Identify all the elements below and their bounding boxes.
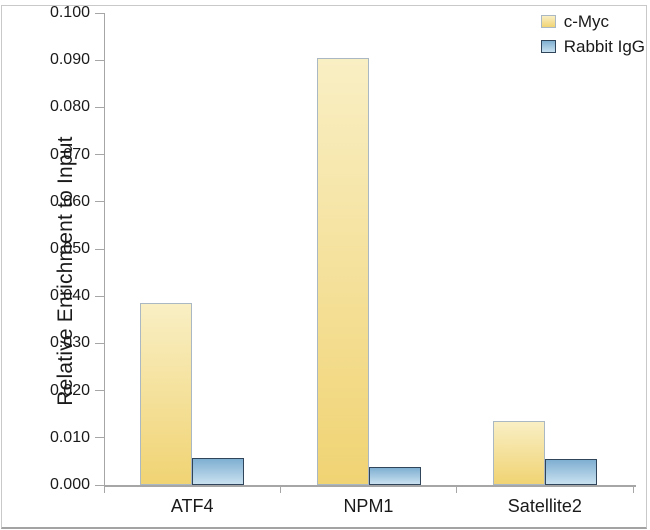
y-tick-mark <box>95 248 104 250</box>
y-tick-label: 0.100 <box>49 4 90 21</box>
legend-label-rabbit-igg: Rabbit IgG <box>563 37 645 56</box>
y-tick-mark <box>95 484 104 486</box>
legend-item-rabbit-igg: Rabbit IgG <box>540 37 645 56</box>
bar-rabbit-igg-atf4 <box>192 458 245 485</box>
bar-c-myc-npm1 <box>316 58 369 485</box>
y-tick-label: 0.090 <box>49 51 90 69</box>
bar-rabbit-igg-npm1 <box>368 467 421 485</box>
x-category-label-satellite2: Satellite2 <box>507 496 582 516</box>
y-tick-label: 0.010 <box>49 428 90 446</box>
y-tick-mark <box>95 12 104 14</box>
y-tick-label: 0.080 <box>49 98 90 116</box>
y-tick-mark <box>95 201 104 203</box>
y-tick-label: 0.040 <box>49 287 90 305</box>
bar-rabbit-igg-satellite2 <box>544 459 597 485</box>
legend-item-c-myc: c-Myc <box>540 12 610 31</box>
y-tick-mark <box>95 295 104 297</box>
y-axis-line <box>104 13 105 485</box>
y-tick-label: 0.020 <box>49 381 90 399</box>
y-tick-mark <box>95 154 104 156</box>
x-category-label-atf4: ATF4 <box>170 496 214 516</box>
y-tick-mark <box>95 390 104 392</box>
y-tick-label: 0.070 <box>49 145 90 163</box>
y-tick-mark <box>95 106 104 108</box>
x-tick-mark <box>279 485 281 493</box>
legend-swatch-rabbit-igg-icon <box>540 40 556 53</box>
legend-label-c-myc: c-Myc <box>563 12 610 31</box>
x-tick-mark <box>632 485 634 493</box>
bar-c-myc-atf4 <box>140 303 193 485</box>
y-tick-label: 0.000 <box>49 476 90 493</box>
y-tick-mark <box>95 437 104 439</box>
y-tick-mark <box>95 342 104 344</box>
y-tick-label: 0.060 <box>49 192 90 210</box>
bar-c-myc-satellite2 <box>492 421 545 485</box>
y-tick-label: 0.030 <box>49 334 90 352</box>
y-tick-label: 0.050 <box>49 240 90 257</box>
x-tick-mark <box>103 485 105 493</box>
x-tick-mark <box>456 485 458 493</box>
y-axis-title: Relative Enrichment to Input <box>54 136 77 406</box>
x-axis-line <box>104 485 636 487</box>
legend-swatch-c-myc-icon <box>540 15 556 28</box>
y-tick-mark <box>95 59 104 61</box>
x-category-label-npm1: NPM1 <box>343 496 394 516</box>
legend: c-Myc Rabbit IgG <box>540 12 645 56</box>
